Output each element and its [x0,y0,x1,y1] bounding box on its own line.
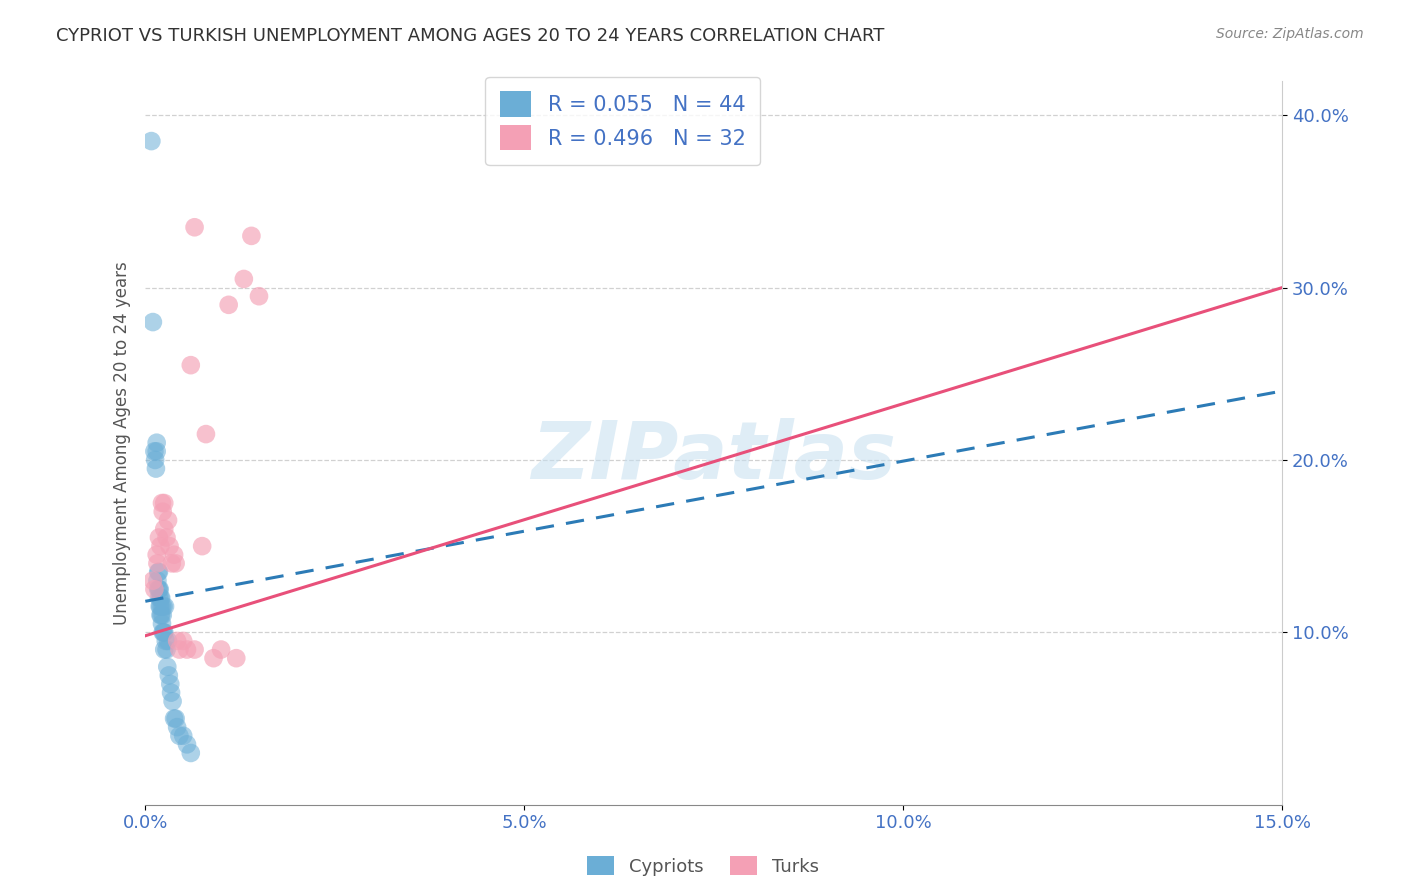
Point [148,582,170,597]
Point [145,548,167,562]
Point [156,660,179,674]
Point [159,539,181,553]
Point [150,616,173,631]
Point [145,444,167,458]
Point [163,548,186,562]
Point [152,505,174,519]
Point [172,634,194,648]
Point [153,496,176,510]
Point [165,711,187,725]
Point [141,134,163,148]
Point [143,582,166,597]
Point [157,513,180,527]
Point [165,557,187,571]
Legend: Cypriots, Turks: Cypriots, Turks [579,849,827,883]
Point [149,599,172,614]
Point [176,642,198,657]
Point [218,298,240,312]
Point [145,461,167,475]
Point [152,625,174,640]
Point [172,729,194,743]
Point [142,574,165,588]
Y-axis label: Unemployment Among Ages 20 to 24 years: Unemployment Among Ages 20 to 24 years [114,260,131,624]
Point [155,531,177,545]
Point [149,599,172,614]
Point [152,599,174,614]
Point [183,642,205,657]
Point [149,608,172,623]
Point [155,642,177,657]
Point [153,642,176,657]
Point [160,557,183,571]
Point [166,720,188,734]
Point [183,220,205,235]
Point [225,651,247,665]
Point [145,435,167,450]
Point [149,591,172,605]
Point [148,582,170,597]
Point [169,642,191,657]
Legend: R = 0.055   N = 44, R = 0.496   N = 32: R = 0.055 N = 44, R = 0.496 N = 32 [485,77,761,165]
Point [143,453,166,467]
Point [149,539,172,553]
Point [153,522,176,536]
Point [232,272,254,286]
Text: Source: ZipAtlas.com: Source: ZipAtlas.com [1216,27,1364,41]
Point [191,539,214,553]
Point [148,531,170,545]
Text: ZIPatlas: ZIPatlas [531,418,896,496]
Point [150,599,173,614]
Point [148,565,170,579]
Point [209,642,232,657]
Text: CYPRIOT VS TURKISH UNEMPLOYMENT AMONG AGES 20 TO 24 YEARS CORRELATION CHART: CYPRIOT VS TURKISH UNEMPLOYMENT AMONG AG… [56,27,884,45]
Point [162,694,184,708]
Point [150,608,173,623]
Point [159,677,181,691]
Point [166,634,188,648]
Point [180,746,202,760]
Point [146,557,169,571]
Point [155,634,177,648]
Point [153,625,176,640]
Point [153,599,176,614]
Point [176,737,198,751]
Point [148,591,170,605]
Point [194,427,217,442]
Point [149,582,172,597]
Point [146,574,169,588]
Point [247,289,270,303]
Point [152,608,174,623]
Point [240,228,263,243]
Point [157,634,180,648]
Point [148,565,170,579]
Point [150,591,173,605]
Point [157,668,180,682]
Point [160,686,183,700]
Point [202,651,225,665]
Point [142,315,165,329]
Point [169,729,191,743]
Point [163,711,186,725]
Point [143,444,166,458]
Point [180,358,202,372]
Point [152,625,174,640]
Point [150,496,173,510]
